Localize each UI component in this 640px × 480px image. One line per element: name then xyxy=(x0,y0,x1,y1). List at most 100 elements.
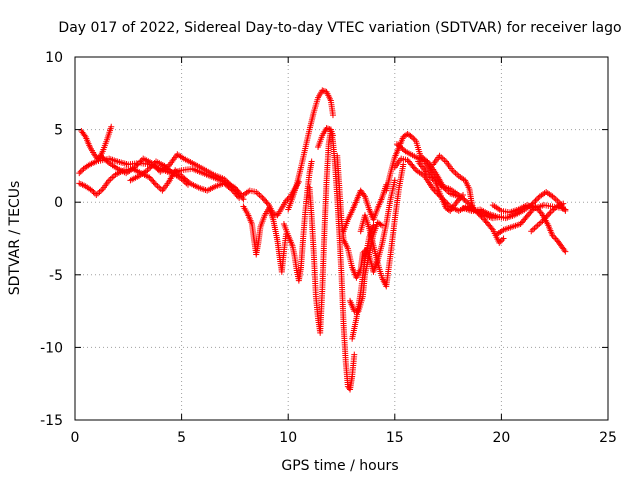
data-point xyxy=(370,222,377,229)
data-point xyxy=(452,170,459,177)
data-point xyxy=(263,199,270,206)
data-point xyxy=(260,196,267,203)
data-point xyxy=(527,209,534,216)
axis-ticks: 0 5 10 15 20 25 -15 -10 -5 0 5 10 xyxy=(40,50,617,446)
series-arc20 xyxy=(415,158,467,214)
data-point xyxy=(149,177,156,184)
data-point xyxy=(401,147,408,154)
series-arc15 xyxy=(340,181,390,235)
data-point xyxy=(262,197,269,204)
data-point xyxy=(428,174,435,181)
x-tick-label: 25 xyxy=(599,430,617,446)
data-point xyxy=(98,187,105,194)
data-point xyxy=(542,215,549,222)
data-point xyxy=(534,222,541,229)
data-point xyxy=(308,158,315,165)
data-point xyxy=(562,248,569,255)
data-point xyxy=(150,161,157,168)
data-point xyxy=(77,168,84,175)
series-arc9 xyxy=(285,87,336,213)
grid-lines xyxy=(75,57,608,420)
data-point xyxy=(146,174,153,181)
data-point xyxy=(537,209,544,216)
data-point xyxy=(411,165,418,172)
data-point xyxy=(439,155,446,162)
data-point xyxy=(497,238,504,245)
data-point xyxy=(184,181,191,188)
data-point xyxy=(561,247,568,254)
data-point xyxy=(359,250,366,257)
data-point xyxy=(426,173,433,180)
data-point xyxy=(550,234,557,241)
data-point xyxy=(264,200,271,207)
x-tick-label: 5 xyxy=(177,430,186,446)
x-tick-label: 10 xyxy=(279,430,297,446)
y-tick-label: -5 xyxy=(49,268,63,284)
data-point xyxy=(552,196,559,203)
data-point xyxy=(156,184,163,191)
x-axis-label: GPS time / hours xyxy=(281,458,398,474)
data-point xyxy=(554,197,561,204)
plot-frame xyxy=(74,56,609,421)
series-arc7 xyxy=(240,203,290,275)
data-point xyxy=(541,216,548,223)
data-point xyxy=(259,194,266,201)
data-point xyxy=(456,196,463,203)
data-point xyxy=(283,197,290,204)
series-arc16 xyxy=(357,161,407,290)
data-point xyxy=(258,193,265,200)
data-point xyxy=(151,180,158,187)
data-point xyxy=(562,206,569,213)
data-point xyxy=(147,164,154,171)
data-point xyxy=(460,191,467,198)
data-point xyxy=(90,189,97,196)
data-point xyxy=(462,197,469,204)
data-point xyxy=(454,197,461,204)
data-point xyxy=(133,162,140,169)
data-point xyxy=(429,175,436,182)
x-tick-label: 15 xyxy=(386,430,404,446)
series-arc14 xyxy=(349,222,377,342)
data-point xyxy=(153,164,160,171)
data-point xyxy=(408,133,415,140)
data-points xyxy=(76,87,569,393)
data-point xyxy=(131,164,138,171)
data-point xyxy=(544,212,551,219)
data-point xyxy=(400,161,407,168)
data-point xyxy=(543,213,550,220)
chart-title: Day 017 of 2022, Sidereal Day-to-day VTE… xyxy=(58,20,621,36)
data-point xyxy=(479,215,486,222)
data-point xyxy=(425,171,432,178)
data-point xyxy=(96,189,103,196)
y-tick-label: 5 xyxy=(54,123,63,139)
data-point xyxy=(528,228,535,235)
data-point xyxy=(478,213,485,220)
data-point xyxy=(488,225,495,232)
data-point xyxy=(529,226,536,233)
data-point xyxy=(137,158,144,165)
data-point xyxy=(148,162,155,169)
data-point xyxy=(145,165,152,172)
data-point xyxy=(531,199,538,206)
data-point xyxy=(560,200,567,207)
data-point xyxy=(329,112,336,119)
data-point xyxy=(377,221,384,228)
data-point xyxy=(107,175,114,182)
data-point xyxy=(104,158,111,165)
x-tick-label: 20 xyxy=(492,430,510,446)
data-point xyxy=(93,191,100,198)
series-arc12 xyxy=(334,152,398,281)
data-point xyxy=(441,157,448,164)
data-point xyxy=(89,187,96,194)
data-point xyxy=(546,210,553,217)
data-point xyxy=(499,236,506,243)
series-arc10 xyxy=(306,126,336,336)
data-point xyxy=(239,194,246,201)
data-point xyxy=(477,212,484,219)
data-point xyxy=(458,193,465,200)
data-point xyxy=(445,206,452,213)
data-point xyxy=(457,194,464,201)
data-point xyxy=(134,161,141,168)
data-point xyxy=(154,183,161,190)
data-point xyxy=(549,207,556,214)
